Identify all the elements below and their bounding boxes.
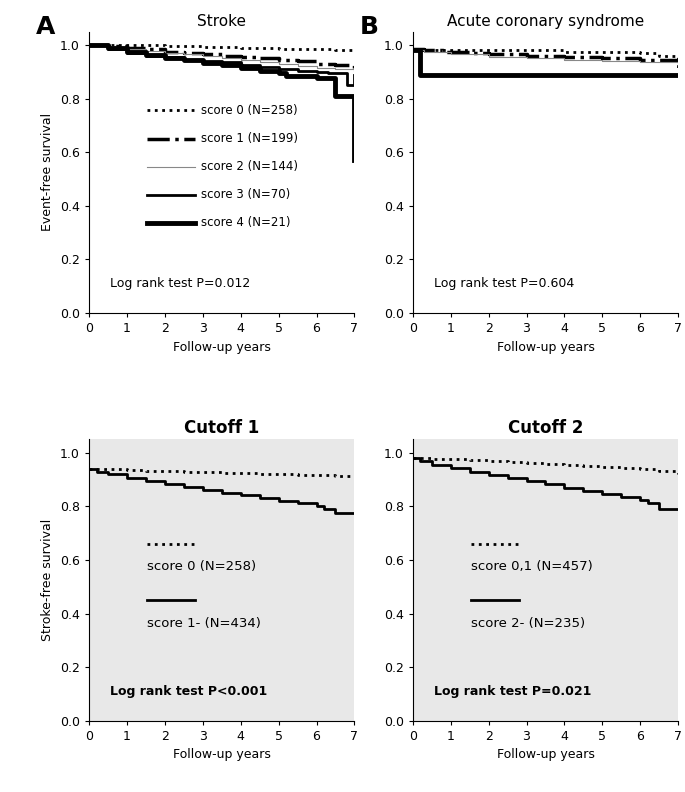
Text: score 2- (N=235): score 2- (N=235) [471,617,585,630]
Title: Cutoff 2: Cutoff 2 [508,418,583,436]
Text: score 2 (N=144): score 2 (N=144) [201,160,297,173]
Text: B: B [360,15,379,39]
Text: score 1 (N=199): score 1 (N=199) [201,132,297,145]
X-axis label: Follow-up years: Follow-up years [497,748,595,761]
Text: Log rank test P=0.012: Log rank test P=0.012 [110,277,251,291]
Text: A: A [36,15,55,39]
X-axis label: Follow-up years: Follow-up years [497,341,595,353]
Text: score 0,1 (N=457): score 0,1 (N=457) [471,561,593,573]
Title: Cutoff 1: Cutoff 1 [184,418,260,436]
Title: Acute coronary syndrome: Acute coronary syndrome [447,14,644,29]
Text: Log rank test P<0.001: Log rank test P<0.001 [110,685,268,699]
Text: score 1- (N=434): score 1- (N=434) [147,617,261,630]
Text: Log rank test P=0.021: Log rank test P=0.021 [434,685,591,699]
Text: Log rank test P=0.604: Log rank test P=0.604 [434,277,574,291]
X-axis label: Follow-up years: Follow-up years [173,748,271,761]
Title: Stroke: Stroke [197,14,246,29]
Text: score 3 (N=70): score 3 (N=70) [201,188,290,201]
Text: score 0 (N=258): score 0 (N=258) [201,104,297,117]
Text: score 4 (N=21): score 4 (N=21) [201,216,290,230]
Y-axis label: Stroke-free survival: Stroke-free survival [42,519,55,642]
Y-axis label: Event-free survival: Event-free survival [42,113,55,231]
Text: score 0 (N=258): score 0 (N=258) [147,561,257,573]
X-axis label: Follow-up years: Follow-up years [173,341,271,353]
